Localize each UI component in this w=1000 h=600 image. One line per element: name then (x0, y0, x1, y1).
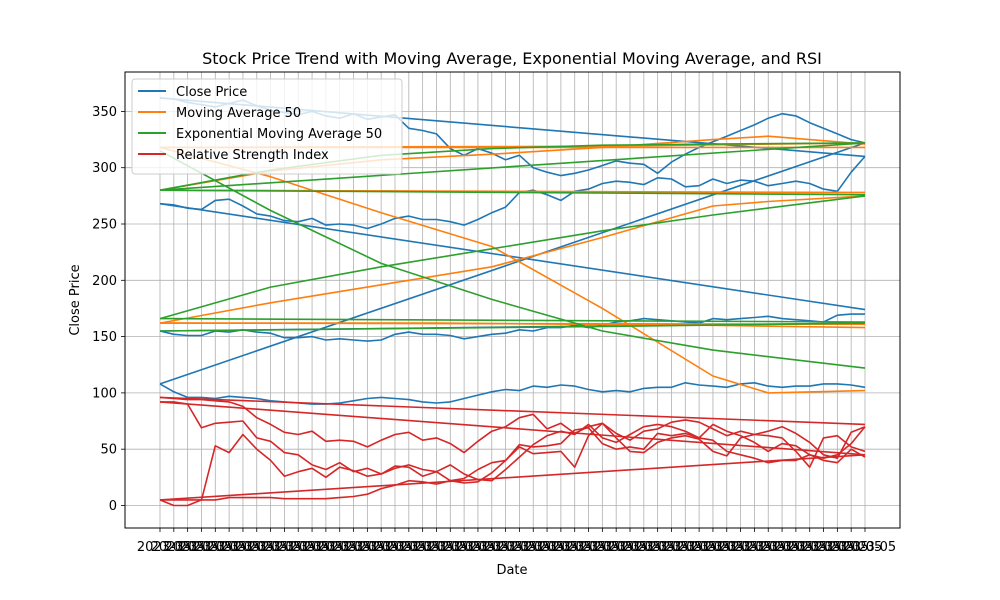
x-tick-label: 2023-05 (344, 540, 398, 555)
axes-frame (124, 71, 901, 529)
x-tick-label: 2023-05 (787, 540, 841, 555)
x-tick-label: 2023-05 (759, 540, 813, 555)
x-tick-label: 2023-05 (676, 540, 730, 555)
series-4 (159, 396, 866, 507)
series-2 (159, 135, 866, 394)
x-tick-label: 2023-05 (607, 540, 661, 555)
series-line (159, 189, 866, 196)
x-tick-label: 2023-05 (621, 540, 675, 555)
x-tick-label: 2023-05 (593, 540, 647, 555)
x-tick-label: 2023-05 (469, 540, 523, 555)
x-tick-label: 2023-05 (137, 540, 191, 555)
series-line (159, 142, 866, 191)
x-tick-label: 2023-05 (427, 540, 481, 555)
x-tick-label: 2023-05 (358, 540, 412, 555)
x-tick-label: 2023-05 (151, 540, 205, 555)
x-tick-label: 2023-05 (731, 540, 785, 555)
x-tick-label: 2023-05 (717, 540, 771, 555)
series-line (159, 454, 866, 501)
x-tick-label: 2023-05 (510, 540, 564, 555)
series-line (159, 401, 866, 456)
x-tick-label: 2023-05 (538, 540, 592, 555)
x-tick-label: 2023-05 (634, 540, 688, 555)
x-tick-label: 2023-05 (496, 540, 550, 555)
series-line (160, 322, 866, 329)
x-tick-label: 2023-05 (828, 540, 882, 555)
y-axis-title: Close Price (68, 264, 83, 335)
x-tick-label: 2023-05 (317, 540, 371, 555)
x-tick-label: 2023-05 (773, 540, 827, 555)
series-line (160, 401, 866, 482)
legend-label: Moving Average 50 (176, 106, 301, 121)
x-tick-label: 2023-05 (330, 540, 384, 555)
x-tick-label: 2023-05 (386, 540, 440, 555)
x-axis: 2023-052023-052023-052023-052023-052023-… (137, 528, 896, 555)
plot-area (159, 97, 866, 507)
x-axis-title: Date (496, 563, 527, 578)
legend: Close Price Moving Average 50 Exponential … (131, 78, 403, 175)
x-tick-label: 2023-05 (234, 540, 288, 555)
x-tick-label: 2023-05 (372, 540, 426, 555)
y-tick-label: 350 (92, 105, 117, 120)
x-tick-label: 2023-05 (247, 540, 301, 555)
x-tick-label: 2023-05 (303, 540, 357, 555)
series-line (159, 317, 866, 323)
x-tick-label: 2023-05 (399, 540, 453, 555)
series-line (159, 155, 866, 230)
series-line (159, 195, 866, 320)
series-line (159, 396, 866, 460)
x-tick-label: 2023-05 (413, 540, 467, 555)
x-tick-label: 2023-05 (579, 540, 633, 555)
legend-label: Relative Strength Index (176, 148, 329, 163)
series-line (159, 396, 866, 426)
x-tick-label: 2023-05 (842, 540, 896, 555)
x-tick-label: 2023-05 (648, 540, 702, 555)
x-tick-label: 2023-05 (441, 540, 495, 555)
series-line (160, 426, 866, 501)
x-tick-label: 2023-05 (745, 540, 799, 555)
y-tick-label: 200 (92, 274, 117, 289)
x-tick-label: 2023-05 (814, 540, 868, 555)
x-tick-label: 2023-05 (565, 540, 619, 555)
series-line (159, 313, 865, 342)
x-tick-label: 2023-05 (206, 540, 260, 555)
x-tick-label: 2023-05 (192, 540, 246, 555)
x-tick-label: 2023-05 (178, 540, 232, 555)
y-tick-label: 150 (92, 330, 117, 345)
x-tick-label: 2023-05 (261, 540, 315, 555)
series-line (159, 322, 866, 332)
x-tick-label: 2023-05 (690, 540, 744, 555)
series-line (159, 195, 866, 324)
x-tick-label: 2023-05 (289, 540, 343, 555)
legend-label: Close Price (176, 85, 247, 100)
x-tick-label: 2023-05 (164, 540, 218, 555)
y-tick-label: 300 (92, 161, 117, 176)
y-tick-label: 100 (92, 386, 117, 401)
series-line (159, 142, 866, 385)
y-axis: 0 50 100 150 200 250 300 350 (92, 105, 125, 514)
x-tick-label: 2023-05 (704, 540, 758, 555)
y-tick-label: 250 (92, 218, 117, 233)
series-line (159, 150, 866, 369)
x-tick-label: 2023-05 (524, 540, 578, 555)
series-3 (159, 142, 866, 369)
x-tick-label: 2023-05 (800, 540, 854, 555)
x-tick-label: 2023-05 (455, 540, 509, 555)
x-tick-label: 2023-05 (552, 540, 606, 555)
y-tick-label: 50 (100, 443, 117, 458)
series-line (159, 202, 866, 311)
legend-label: Exponential Moving Average 50 (176, 127, 382, 142)
x-tick-label: 2023-05 (220, 540, 274, 555)
x-tick-label: 2023-05 (662, 540, 716, 555)
series-line (159, 146, 866, 394)
legend-box (131, 78, 403, 175)
chart-title: Stock Price Trend with Moving Average, E… (202, 49, 822, 68)
x-tick-label: 2023-05 (482, 540, 536, 555)
x-tick-label: 2023-05 (275, 540, 329, 555)
y-tick-label: 0 (109, 499, 117, 514)
